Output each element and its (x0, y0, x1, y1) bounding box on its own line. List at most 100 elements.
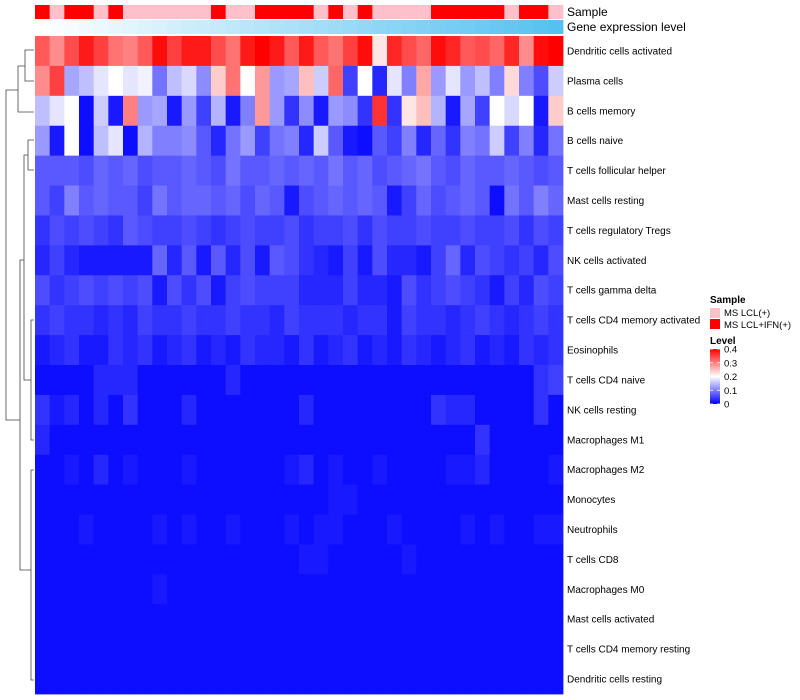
heatmap-cell (372, 454, 388, 486)
sample-annotation-cell (152, 5, 168, 19)
heatmap-cell (357, 275, 373, 306)
heatmap-cell (181, 36, 197, 67)
heatmap-cell (387, 544, 403, 575)
heatmap-cell (475, 215, 491, 246)
heatmap-cell (49, 215, 65, 246)
heatmap-cell (181, 65, 197, 97)
expression-annotation-cell (123, 20, 139, 34)
heatmap-cell (225, 365, 241, 396)
heatmap-cell (401, 514, 417, 545)
heatmap-cell (137, 335, 153, 366)
heatmap-cell (93, 454, 109, 486)
heatmap-cell (343, 36, 359, 67)
legend-item-ms-lcl-ifn: MS LCL+IFN(+) (724, 320, 791, 331)
heatmap-cell (167, 394, 183, 426)
heatmap-cell (460, 185, 476, 216)
heatmap-cell (416, 574, 432, 605)
heatmap-cell (299, 454, 315, 486)
heatmap-cell (328, 394, 344, 426)
heatmap-cell (519, 424, 535, 456)
heatmap-cell (108, 604, 124, 635)
heatmap-cell (401, 65, 417, 97)
heatmap-cell (328, 335, 344, 366)
heatmap-cell (35, 95, 51, 127)
heatmap-cell (284, 484, 300, 515)
heatmap-cell (504, 305, 520, 336)
heatmap-cell (328, 155, 344, 186)
sample-annotation-cell (372, 5, 388, 19)
heatmap-cell (123, 664, 139, 695)
heatmap-cell (255, 484, 271, 515)
heatmap-cell (489, 544, 505, 575)
heatmap-cell (225, 424, 241, 456)
heatmap-cell (123, 185, 139, 216)
heatmap-cell (445, 275, 461, 306)
heatmap-cell (489, 514, 505, 545)
heatmap-cell (460, 574, 476, 605)
heatmap-cell (357, 574, 373, 605)
heatmap-cell (489, 664, 505, 695)
heatmap-cell (299, 245, 315, 276)
heatmap-cell (313, 634, 329, 665)
heatmap-cell (357, 634, 373, 665)
heatmap-cell (475, 484, 491, 515)
heatmap-cell (387, 65, 403, 97)
heatmap-cell (181, 365, 197, 396)
heatmap-cell (548, 245, 564, 276)
heatmap-cell (299, 335, 315, 366)
heatmap-cell (123, 95, 139, 127)
legend-swatch-ms-lcl-ifn (710, 319, 720, 329)
heatmap-cell (504, 65, 520, 97)
heatmap-cell (35, 544, 51, 575)
legend-level-tick-label: 0 (724, 400, 729, 411)
heatmap-cell (35, 634, 51, 665)
heatmap-cell (416, 664, 432, 695)
heatmap-cell (123, 36, 139, 67)
heatmap-cell (93, 514, 109, 545)
heatmap-cell (489, 604, 505, 635)
heatmap-cell (108, 36, 124, 67)
sample-annotation-cell (313, 5, 329, 19)
heatmap-cell (79, 604, 95, 635)
heatmap-cell (504, 574, 520, 605)
heatmap-cell (196, 155, 212, 186)
heatmap-cell (35, 604, 51, 635)
heatmap-cell (299, 604, 315, 635)
heatmap-cell (225, 275, 241, 306)
heatmap-cell (489, 424, 505, 456)
heatmap-cell (181, 155, 197, 186)
heatmap-cell (489, 305, 505, 336)
heatmap-cell (460, 484, 476, 515)
heatmap-cell (372, 215, 388, 246)
heatmap-cell (196, 36, 212, 67)
heatmap-cell (431, 365, 447, 396)
heatmap-cell (299, 544, 315, 575)
heatmap-cell (445, 95, 461, 127)
heatmap-cell (343, 275, 359, 306)
heatmap-cell (181, 484, 197, 515)
heatmap-cell (211, 365, 227, 396)
heatmap-cell (240, 484, 256, 515)
heatmap-cell (152, 604, 168, 635)
heatmap-cell (196, 95, 212, 127)
heatmap-cell (416, 155, 432, 186)
heatmap-cell (49, 275, 65, 306)
heatmap-cell (504, 634, 520, 665)
heatmap-cell (211, 424, 227, 456)
heatmap-cell (255, 155, 271, 186)
heatmap-cell (35, 484, 51, 515)
heatmap-cell (401, 544, 417, 575)
heatmap-cell (152, 155, 168, 186)
heatmap-cell (79, 454, 95, 486)
heatmap-cell (167, 335, 183, 366)
expression-annotation-cell (387, 20, 403, 34)
heatmap-cell (240, 454, 256, 486)
heatmap-cell (137, 574, 153, 605)
heatmap-cell (357, 95, 373, 127)
legend-level-tick-label: 0.2 (724, 372, 737, 383)
row-label: T cells follicular helper (567, 166, 666, 177)
heatmap-cell (548, 185, 564, 216)
heatmap-cell (255, 365, 271, 396)
sample-annotation-cell (64, 5, 80, 19)
heatmap-cell (137, 155, 153, 186)
